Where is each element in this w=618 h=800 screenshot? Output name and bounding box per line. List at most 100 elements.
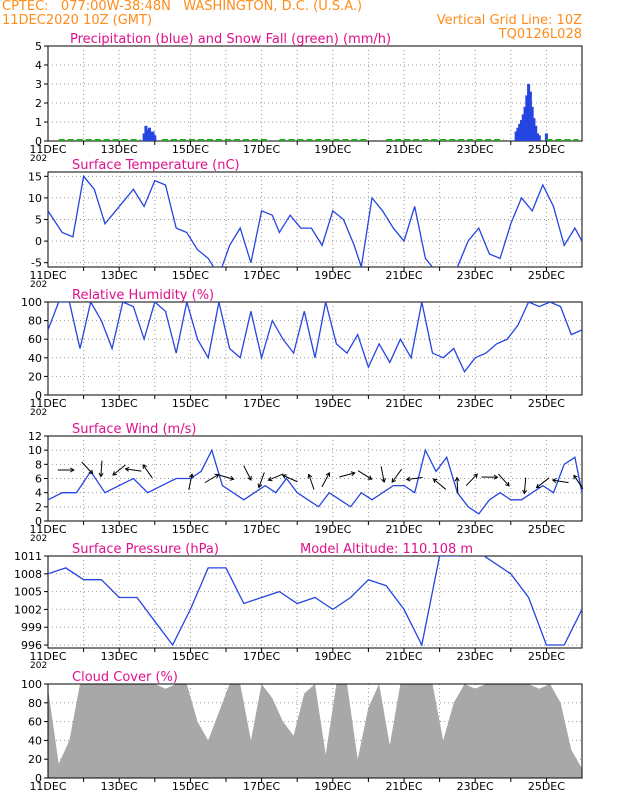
x-tick-label: 21DEC: [385, 269, 422, 282]
x-tick-label: 23DEC: [457, 269, 494, 282]
y-tick-label: 100: [21, 678, 42, 691]
x-tick-label: 25DEC: [528, 780, 565, 793]
wind-arrow: [268, 473, 284, 481]
wind-arrow: [188, 474, 193, 490]
wind-arrow-head: [112, 471, 118, 476]
x-year-label: 202: [30, 661, 47, 671]
y-tick-label: 0: [35, 772, 42, 785]
x-tick-label: 19DEC: [314, 269, 351, 282]
panel-annotation: Model Altitude: 110.108 m: [300, 542, 473, 557]
wind-arrow-head: [405, 476, 411, 482]
panel-frame-top: [47, 683, 583, 779]
wind-arrow: [406, 477, 423, 480]
x-tick-label: 17DEC: [243, 780, 280, 793]
wind-arrow: [258, 472, 265, 488]
x-tick-label: 15DEC: [172, 397, 209, 410]
x-tick-label: 23DEC: [457, 397, 494, 410]
series-line: [48, 302, 582, 374]
panel-title: Surface Wind (m/s): [72, 422, 196, 437]
precip-bar: [149, 131, 153, 141]
panel-frame: [47, 555, 583, 649]
y-tick-label: 60: [28, 333, 42, 346]
wind-arrow-head: [473, 473, 478, 479]
y-tick-label: 0: [35, 235, 42, 248]
wind-arrow: [465, 473, 478, 487]
x-tick-label: 23DEC: [457, 143, 494, 156]
x-tick-label: 17DEC: [243, 523, 280, 536]
wind-arrow: [81, 461, 93, 475]
y-tick-label: 0: [35, 515, 42, 528]
y-tick-label: 60: [28, 716, 42, 729]
wind-arrow-head: [70, 467, 75, 473]
x-tick-label: 17DEC: [243, 650, 280, 663]
wind-arrow-head: [247, 475, 252, 481]
wind-arrow-head: [551, 478, 557, 484]
y-tick-label: 996: [21, 639, 42, 652]
y-tick-label: -5: [31, 257, 42, 270]
x-tick-label: 15DEC: [172, 143, 209, 156]
x-tick-label: 13DEC: [101, 269, 138, 282]
wind-arrow-head: [307, 473, 313, 479]
wind-arrow: [552, 479, 569, 484]
header-date: 11DEC2020 10Z (GMT): [2, 13, 153, 28]
x-tick-label: 15DEC: [172, 523, 209, 536]
wind-arrow-head: [257, 483, 263, 489]
x-tick-label: 11DEC: [29, 269, 66, 282]
x-tick-label: 17DEC: [243, 269, 280, 282]
x-tick-label: 19DEC: [314, 523, 351, 536]
x-tick-label: 15DEC: [172, 780, 209, 793]
wind-arrow: [112, 464, 126, 476]
y-tick-label: 1008: [14, 568, 42, 581]
wind-arrow: [380, 466, 385, 483]
wind-arrow-head: [88, 469, 94, 475]
wind-arrow-head: [573, 474, 578, 480]
precip-bar: [516, 127, 520, 141]
wind-arrow-head: [493, 474, 499, 480]
precip-bar: [146, 129, 150, 141]
wind-arrow-head: [98, 472, 104, 478]
y-tick-label: 80: [28, 697, 42, 710]
x-tick-label: 13DEC: [101, 523, 138, 536]
wind-arrow-head: [391, 478, 397, 483]
precip-bar: [514, 131, 518, 141]
precip-bar: [525, 95, 529, 141]
y-tick-label: 20: [28, 370, 42, 383]
y-tick-label: 5: [35, 214, 42, 227]
x-tick-label: 15DEC: [172, 650, 209, 663]
precip-bar: [519, 120, 523, 141]
x-tick-label: 13DEC: [101, 780, 138, 793]
cloud-area: [48, 684, 582, 778]
wind-arrow: [497, 473, 510, 487]
wind-arrow-head: [522, 489, 528, 495]
wind-arrow: [523, 477, 527, 494]
series-line: [48, 556, 582, 647]
panel-frame: [47, 301, 583, 396]
x-tick-label: 11DEC: [29, 523, 66, 536]
x-tick-label: 13DEC: [101, 650, 138, 663]
precip-bar: [518, 123, 522, 141]
panel-title: Surface Pressure (hPa): [72, 542, 219, 557]
header-model-id: TQ0126L028: [498, 27, 582, 42]
precip-bar: [537, 135, 541, 141]
wind-arrow: [433, 478, 447, 490]
x-tick-label: 11DEC: [29, 143, 66, 156]
x-tick-label: 21DEC: [385, 523, 422, 536]
y-tick-label: 1: [35, 116, 42, 129]
y-tick-label: 12: [28, 430, 42, 443]
x-tick-label: 11DEC: [29, 780, 66, 793]
wind-arrow: [357, 470, 372, 480]
panel-title: Precipitation (blue) and Snow Fall (gree…: [70, 32, 391, 47]
precip-bar: [523, 106, 527, 141]
wind-arrow: [218, 474, 234, 480]
wind-arrow-head: [214, 473, 220, 479]
wind-arrow: [321, 472, 330, 488]
y-tick-label: 6: [35, 473, 42, 486]
y-tick-label: 10: [28, 192, 42, 205]
wind-arrow-head: [281, 474, 287, 479]
precip-bar: [527, 84, 531, 141]
header-grid-line: Vertical Grid Line: 10Z: [436, 13, 582, 28]
wind-arrow: [243, 465, 252, 481]
wind-arrow: [125, 468, 142, 472]
y-tick-label: 1005: [14, 586, 42, 599]
x-tick-label: 13DEC: [101, 397, 138, 410]
